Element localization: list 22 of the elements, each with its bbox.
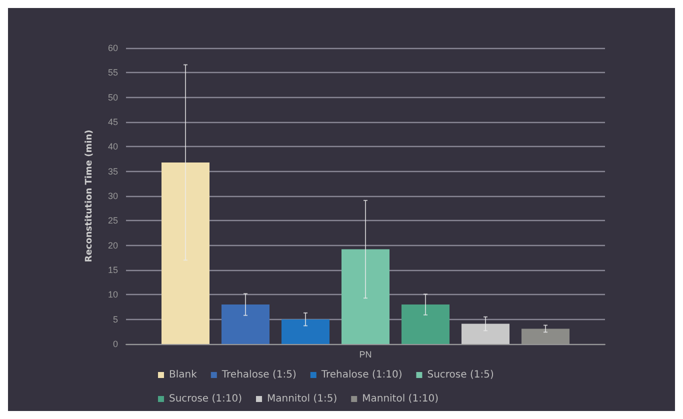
- x-tick-label: PN: [359, 350, 372, 360]
- legend-label: Mannitol (1:10): [362, 394, 439, 404]
- y-tick-label: 30: [108, 191, 118, 201]
- legend-label: Mannitol (1:5): [266, 394, 338, 404]
- y-tick-label: 15: [108, 265, 118, 275]
- legend-label: Sucrose (1:5): [427, 370, 494, 380]
- y-tick-label: 35: [108, 166, 118, 176]
- y-tick-label: 0: [112, 339, 118, 349]
- y-axis-title: Reconstitution Time (min): [84, 130, 94, 262]
- y-tick-label: 5: [112, 314, 118, 324]
- y-tick-label: 40: [108, 142, 118, 152]
- y-tick-label: 55: [108, 68, 118, 78]
- y-tick-label: 45: [108, 117, 118, 127]
- y-tick-label: 20: [108, 240, 118, 250]
- y-tick-label: 10: [108, 290, 118, 300]
- legend-label: Trehalose (1:5): [220, 370, 296, 380]
- y-tick-label: 50: [108, 92, 118, 102]
- legend-label: Blank: [169, 370, 198, 380]
- y-tick-label: 25: [108, 216, 118, 226]
- legend-label: Trehalose (1:10): [320, 370, 402, 380]
- legend-label: Sucrose (1:10): [169, 394, 242, 404]
- y-tick-label: 60: [108, 43, 118, 53]
